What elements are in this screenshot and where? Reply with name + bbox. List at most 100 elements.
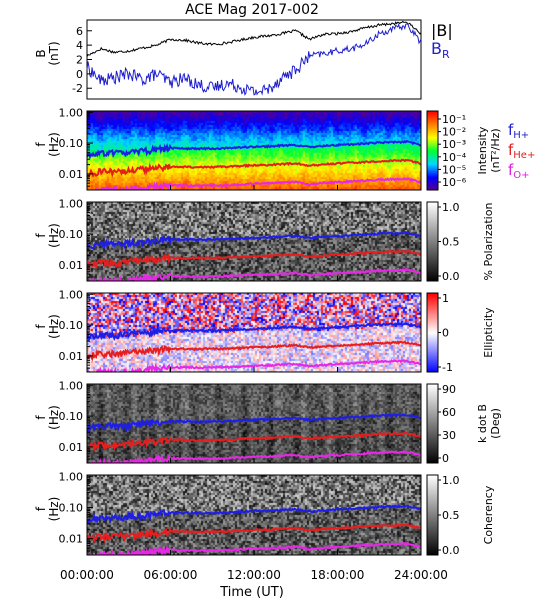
coherency-line-oplus [87, 541, 421, 555]
gyro-legend-item: fO+ [508, 161, 530, 181]
k-dot-b-colorbar-tick-label: 0 [442, 452, 449, 465]
ellipticity-colorbar-tick-label: -1 [442, 361, 453, 374]
gyro-legend-subscript: He+ [513, 150, 535, 161]
polarization-colorbar-tick-label: 1.0 [442, 201, 460, 214]
k-dot-b-colorbar-gradient [427, 384, 438, 463]
field-legend: |B|BR [431, 21, 453, 61]
coherency-colorbar-tick-label: 1.0 [442, 474, 460, 487]
polarization-yunit: (Hz) [47, 223, 61, 248]
polarization-panel: 1.00 0.10 0.01 f (Hz) 1.0 0.5 0.0 % Polarization [34, 197, 495, 283]
coherency-line-heplus [87, 523, 421, 544]
coherency-ylabel: f [34, 506, 48, 511]
coherency-panel: 1.00 0.10 0.01 f (Hz) 1.0 0.5 0.0 Coherency [34, 470, 495, 557]
b-field-series-br [86, 23, 422, 96]
intensity-colorbar-frame [426, 110, 439, 191]
b-field-panel: 64 20-2 B (nT) [34, 19, 422, 100]
k-dot-b-colorbar-tick-label: 60 [442, 406, 456, 419]
k-dot-b-colorbar-title: k dot B [476, 404, 489, 443]
polarization-ytick-label: 0.01 [59, 259, 84, 272]
intensity-panel: 1.00 0.10 0.01 f (Hz) 10⁻¹10⁻²10⁻³10⁻⁴10⁻⁵10⁻… [34, 106, 502, 191]
coherency-spectrogram [87, 475, 421, 555]
intensity-colorbar-tick-label: 10⁻³ [442, 138, 466, 151]
b-field-ylabel: B [34, 49, 48, 57]
b-field-ytick-label: 2 [76, 54, 83, 67]
ellipticity-ytick-label: 0.01 [59, 350, 84, 363]
coherency-ytick-label: 1.00 [59, 470, 84, 483]
gyro-legend: fH+fHe+fO+ [508, 121, 535, 181]
b-field-series-btotal [86, 20, 422, 57]
coherency-colorbar-tick-label: 0.5 [442, 509, 460, 522]
ellipticity-line-oplus [87, 359, 421, 372]
k-dot-b-ytick-label: 1.00 [59, 379, 84, 392]
k-dot-b-ytick-label: 0.10 [59, 410, 84, 423]
x-tick-label: 12:00:00 [227, 568, 281, 582]
b-field-frame [86, 19, 422, 100]
gyro-legend-item: fH+ [508, 121, 529, 141]
k-dot-b-yunit: (Hz) [47, 405, 61, 430]
b-field-ytick-label: -2 [72, 82, 83, 95]
intensity-ylabel: f [34, 142, 48, 147]
coherency-ytick-label: 0.01 [59, 533, 84, 546]
polarization-colorbar-gradient [427, 202, 438, 281]
k-dot-b-ylabel: f [34, 415, 48, 420]
ellipticity-colorbar-tick-label: 0 [442, 327, 449, 340]
intensity-colorbar-tick-label: 10⁻² [442, 126, 466, 139]
coherency-line-hplus [87, 503, 421, 525]
k-dot-b-line-heplus [87, 431, 421, 452]
k-dot-b-line-oplus [89, 449, 421, 463]
b-field-ytick-label: 0 [76, 68, 83, 81]
coherency-colorbar-title: Coherency [482, 485, 495, 544]
polarization-line-oplus [89, 267, 421, 281]
x-axis: 00:00:00 06:00:00 12:00:00 18:00:00 24:00:00 [60, 568, 448, 582]
field-legend-item: |B| [431, 21, 453, 40]
k-dot-b-ytick-label: 0.01 [59, 441, 84, 454]
polarization-ytick-label: 1.00 [59, 197, 84, 210]
intensity-colorbar-gradient [427, 111, 438, 190]
field-legend-item: BR [431, 39, 450, 61]
k-dot-b-colorbar-unit: (Deg) [489, 408, 502, 439]
intensity-colorbar-tick-label: 10⁻¹ [442, 113, 466, 126]
polarization-line-hplus [87, 231, 421, 250]
ellipticity-colorbar-title: Ellipticity [482, 307, 495, 358]
ellipticity-colorbar-gradient [427, 293, 438, 372]
k-dot-b-colorbar-frame [426, 383, 439, 464]
intensity-line-hplus [87, 139, 421, 160]
ellipticity-colorbar-tick-label: 1 [442, 292, 449, 305]
k-dot-b-colorbar-tick-label: 30 [442, 429, 456, 442]
x-axis-label: Time (UT) [219, 585, 284, 600]
intensity-colorbar-unit: (nT²/Hz) [489, 128, 502, 172]
coherency-colorbar-tick-label: 0.0 [442, 544, 460, 557]
intensity-line-heplus [87, 158, 421, 179]
k-dot-b-line-hplus [87, 413, 421, 436]
intensity-colorbar: 10⁻¹10⁻²10⁻³10⁻⁴10⁻⁵10⁻⁶ Intensity (nT²/Hz… [426, 110, 502, 191]
intensity-colorbar-tick-label: 10⁻⁴ [442, 151, 467, 164]
k-dot-b-colorbar: 90 60 30 0 k dot B (Deg) [426, 383, 502, 465]
polarization-colorbar: 1.0 0.5 0.0 % Polarization [426, 201, 495, 283]
x-tick-label: 24:00:00 [394, 568, 448, 582]
ellipticity-line-hplus [87, 322, 421, 342]
ellipticity-yunit: (Hz) [47, 314, 61, 339]
polarization-ylabel: f [34, 233, 48, 238]
b-field-ytick-label: 6 [76, 25, 83, 38]
coherency-colorbar: 1.0 0.5 0.0 Coherency [426, 474, 495, 557]
field-legend-subscript: R [442, 48, 450, 61]
b-field-yunit: (nT) [47, 41, 61, 65]
figure-title: ACE Mag 2017-002 [185, 2, 319, 18]
polarization-colorbar-title: % Polarization [482, 203, 495, 281]
coherency-colorbar-gradient [427, 475, 438, 555]
k-dot-b-colorbar-tick-label: 90 [442, 383, 456, 396]
polarization-ytick-label: 0.10 [59, 228, 84, 241]
coherency-ytick-label: 0.10 [59, 501, 84, 514]
ellipticity-colorbar: 1 0 -1 Ellipticity [426, 292, 495, 374]
intensity-ytick-label: 1.00 [59, 106, 84, 119]
ellipticity-ytick-label: 0.10 [59, 319, 84, 332]
ellipticity-ytick-label: 1.00 [59, 288, 84, 301]
polarization-colorbar-tick-label: 0.0 [442, 270, 460, 283]
coherency-yunit: (Hz) [47, 497, 61, 522]
intensity-line-oplus [91, 177, 421, 190]
intensity-yunit: (Hz) [47, 132, 61, 157]
x-tick-label: 00:00:00 [60, 568, 114, 582]
x-tick-label: 18:00:00 [311, 568, 365, 582]
